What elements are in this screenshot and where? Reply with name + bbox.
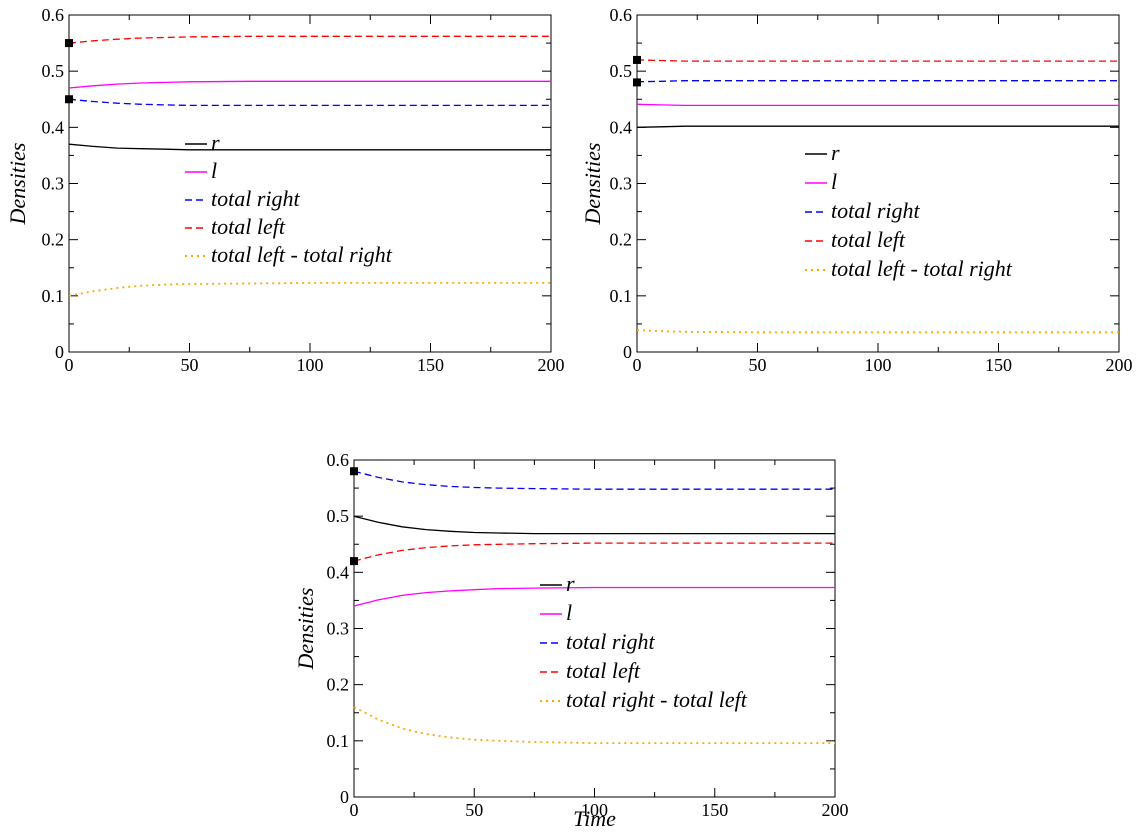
series-line-5 [68,281,551,297]
legend-label: l [211,158,217,183]
y-tick-label: 0.5 [327,506,350,526]
legend-label: total right [831,198,921,223]
x-tick-label: 150 [417,355,444,375]
chart-2: 0 50 100 150 200 0 0.1 0.2 0.3 0.4 0.5 0.6 rl total r… [580,5,1133,375]
data-point-marker [633,78,641,87]
legend-label: total left - total right [831,256,1013,281]
x-tick-label: 0 [633,355,642,375]
series-line-3 [636,80,1119,83]
y-tick-label: 0.3 [327,619,350,639]
series-line-2 [636,103,1119,107]
series-line-4 [636,59,1119,62]
y-axis-label: Densities [5,143,30,226]
legend-label: r [211,130,220,155]
series-line-1 [353,515,835,535]
x-tick-label: 50 [465,800,483,820]
data-point-marker [633,55,641,64]
y-tick-label: 0.4 [327,562,350,582]
x-tick-label: 150 [701,800,728,820]
y-tick-label: 0 [623,342,632,362]
x-tick-label: 100 [581,800,608,820]
legend-label: total right - total left [566,687,748,712]
data-point-marker [350,557,358,566]
x-tick-label: 0 [350,800,359,820]
series-line-2 [68,80,551,89]
x-tick-label: 50 [181,355,199,375]
series-line-5 [636,329,1119,334]
legend-label: total left [831,227,906,252]
series-line-2 [353,586,835,607]
y-tick-label: 0.3 [42,174,65,194]
plot-frame [636,14,1120,353]
series-line-3 [68,98,551,107]
x-tick-label: 100 [297,355,324,375]
y-tick-label: 0.2 [327,675,350,695]
series-line-5 [353,706,835,744]
legend-label: total left - total right [211,242,393,267]
y-tick-label: 0.5 [42,61,65,81]
y-tick-label: 0 [55,342,64,362]
y-tick-label: 0.6 [42,5,65,25]
legend-label: total right [211,186,301,211]
x-tick-label: 50 [749,355,767,375]
y-tick-label: 0 [340,787,349,807]
y-tick-label: 0.2 [42,230,65,250]
y-tick-label: 0.6 [327,450,350,470]
legend-label: total left [566,658,641,683]
x-tick-label: 200 [822,800,849,820]
y-axis-label: Densities [580,143,605,226]
y-tick-label: 0.4 [42,117,65,137]
y-tick-label: 0.6 [610,5,633,25]
data-point-marker [65,95,73,104]
legend-label: total left [211,214,286,239]
data-point-marker [65,39,73,48]
y-tick-label: 0.3 [610,174,633,194]
series-line-1 [68,143,551,151]
series-line-4 [353,542,835,562]
chart-3: 0 50 100 150 200 0 0.1 0.2 0.3 0.4 0.5 0.6 rl total r… [293,450,849,831]
y-axis-label: Densities [293,588,318,671]
data-point-marker [350,467,358,476]
y-tick-label: 0.2 [610,230,633,250]
series-line-3 [353,470,835,490]
series-line-4 [68,35,551,44]
legend-label: r [566,571,575,596]
plot-frame [68,14,552,353]
x-axis-label: Time [573,806,616,831]
x-tick-label: 200 [538,355,565,375]
y-tick-label: 0.5 [610,61,633,81]
y-tick-label: 0.1 [327,731,350,751]
x-tick-label: 100 [865,355,892,375]
x-tick-label: 0 [65,355,74,375]
legend-label: total right [566,629,656,654]
x-tick-label: 200 [1106,355,1133,375]
y-tick-label: 0.1 [610,286,633,306]
legend-label: r [831,140,840,165]
y-tick-label: 0.1 [42,286,65,306]
y-tick-label: 0.4 [610,117,633,137]
legend-label: l [566,600,572,625]
legend-label: l [831,169,837,194]
series-line-1 [636,125,1119,128]
x-tick-label: 150 [985,355,1012,375]
chart-1: 0 50 100 150 200 0 0.1 0.2 0.3 0.4 0.5 0.6 rl total r… [5,5,565,375]
